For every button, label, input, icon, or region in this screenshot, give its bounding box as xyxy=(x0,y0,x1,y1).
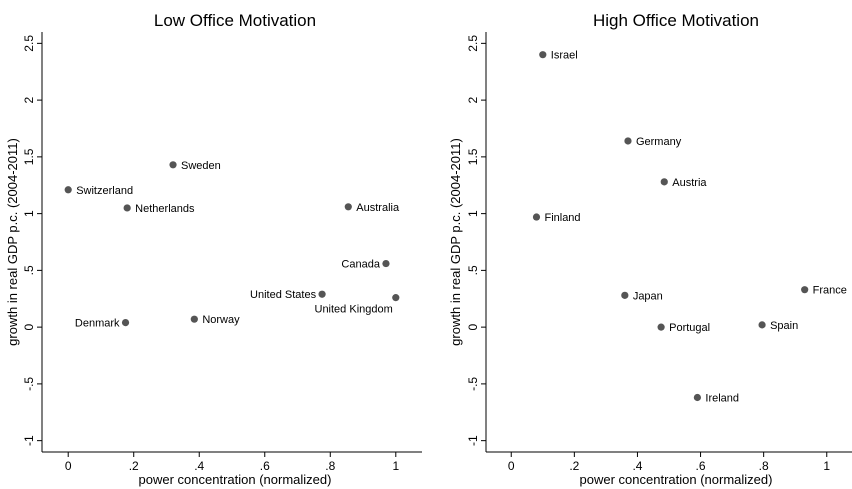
point-label: Ireland xyxy=(705,393,739,405)
chart-title: Low Office Motivation xyxy=(154,11,316,30)
data-point xyxy=(621,291,629,299)
point-label: Finland xyxy=(544,212,580,224)
y-tick-label: 2 xyxy=(466,96,480,103)
data-point xyxy=(624,137,632,145)
x-tick-label: .6 xyxy=(696,459,706,473)
data-point xyxy=(660,178,668,186)
x-tick-label: .2 xyxy=(129,459,139,473)
point-label: Japan xyxy=(633,290,663,302)
y-tick-label: 1.5 xyxy=(466,148,480,165)
y-tick-label: .5 xyxy=(466,265,480,275)
data-point xyxy=(121,318,130,327)
data-point xyxy=(657,323,665,331)
x-tick-label: 1 xyxy=(823,459,830,473)
y-axis-label: growth in real GDP p.c. (2004-2011) xyxy=(448,138,463,346)
data-point xyxy=(758,321,766,329)
y-tick-label: 0 xyxy=(22,323,36,330)
x-tick-label: 0 xyxy=(508,459,515,473)
y-tick-label: 0 xyxy=(466,323,480,330)
point-label: Switzerland xyxy=(76,185,133,197)
x-tick-label: .4 xyxy=(194,459,204,473)
point-label: Denmark xyxy=(75,318,120,330)
point-label: Israel xyxy=(551,50,578,62)
point-label: Germany xyxy=(636,136,682,148)
y-tick-label: 1 xyxy=(466,210,480,217)
x-tick-label: .8 xyxy=(759,459,769,473)
data-point xyxy=(169,161,177,169)
x-tick-label: .8 xyxy=(325,459,335,473)
y-tick-label: -.5 xyxy=(22,377,36,391)
data-point xyxy=(344,203,352,211)
point-label: Australia xyxy=(356,202,400,214)
x-axis-label: power concentration (normalized) xyxy=(580,472,773,487)
panel-high-office-motivation: High Office Motivation power concentrati… xyxy=(448,11,852,487)
y-tick-label: 2 xyxy=(22,96,36,103)
point-label: Sweden xyxy=(181,160,221,172)
point-label: United Kingdom xyxy=(315,304,393,316)
y-tick-label: 1.5 xyxy=(22,148,36,165)
x-tick-label: 1 xyxy=(392,459,399,473)
data-point xyxy=(382,259,390,268)
data-point xyxy=(693,393,701,402)
y-tick-label: -.5 xyxy=(466,377,480,391)
point-label: Portugal xyxy=(669,322,710,334)
y-tick-label: -1 xyxy=(22,435,36,446)
y-axis-label: growth in real GDP p.c. (2004-2011) xyxy=(5,138,20,346)
x-tick-label: .2 xyxy=(569,459,579,473)
y-tick-label: 2.5 xyxy=(22,35,36,52)
data-point xyxy=(318,290,326,298)
point-label: Netherlands xyxy=(135,203,195,215)
point-label: Spain xyxy=(770,320,798,332)
y-tick-label: 1 xyxy=(22,210,36,217)
data-point xyxy=(801,286,809,294)
data-point xyxy=(64,186,72,194)
x-tick-label: 0 xyxy=(65,459,72,473)
y-tick-label: .5 xyxy=(22,265,36,275)
x-axis-label: power concentration (normalized) xyxy=(139,472,332,487)
x-tick-label: .6 xyxy=(260,459,270,473)
point-label: Norway xyxy=(202,314,240,326)
data-point xyxy=(532,213,541,221)
chart-title: High Office Motivation xyxy=(593,11,759,30)
data-point xyxy=(190,315,198,323)
data-point xyxy=(123,204,131,212)
panel-low-office-motivation: Low Office Motivation power concentratio… xyxy=(5,11,422,487)
y-tick-label: 2.5 xyxy=(466,35,480,52)
point-label: Austria xyxy=(672,177,707,189)
data-point xyxy=(539,51,547,59)
x-tick-label: .4 xyxy=(632,459,642,473)
point-label: United States xyxy=(250,289,317,301)
point-label: France xyxy=(813,285,847,297)
point-label: Canada xyxy=(341,259,380,271)
y-tick-label: -1 xyxy=(466,435,480,446)
data-point xyxy=(392,294,400,302)
